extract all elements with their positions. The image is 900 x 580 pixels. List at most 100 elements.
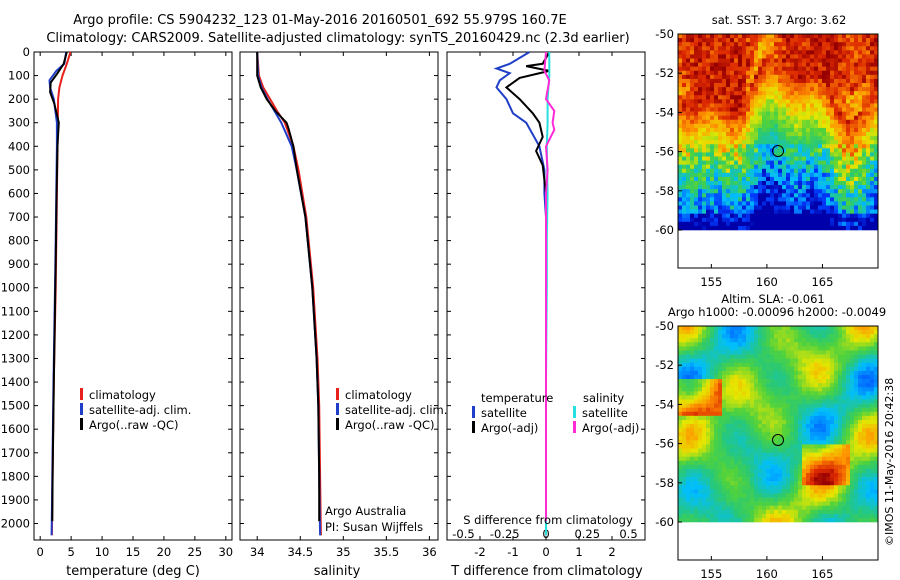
map-cell	[754, 213, 759, 219]
map-cell	[870, 428, 875, 433]
map-cell	[830, 66, 835, 72]
map-cell	[738, 107, 743, 112]
map-cell	[786, 91, 791, 96]
map-cell	[838, 334, 843, 339]
map-cell	[746, 354, 751, 359]
map-cell	[714, 375, 719, 380]
map-cell	[830, 415, 835, 421]
map-cell	[754, 379, 759, 384]
map-cell	[710, 407, 715, 413]
map-cell	[746, 225, 751, 231]
map-cell	[830, 164, 835, 170]
map-cell	[834, 217, 839, 223]
map-cell	[702, 176, 707, 182]
map-cell	[842, 375, 847, 380]
map-cell	[738, 428, 743, 433]
map-cell	[862, 156, 867, 161]
map-cell	[774, 338, 779, 343]
map-cell	[714, 395, 719, 400]
map-cell	[858, 83, 863, 88]
map-cell	[818, 468, 823, 474]
map-cell	[858, 217, 863, 223]
map-cell	[822, 460, 827, 466]
map-cell	[790, 209, 795, 214]
map-cell	[686, 395, 691, 400]
map-cell	[794, 346, 799, 351]
map-cell	[722, 144, 727, 149]
map-cell	[866, 505, 871, 511]
map-cell	[682, 481, 687, 486]
y-tick-label: 500	[8, 163, 30, 177]
map-cell	[762, 395, 767, 400]
map-cell	[770, 217, 775, 223]
map-cell	[714, 338, 719, 343]
map-cell	[830, 136, 835, 141]
map-cell	[786, 391, 791, 396]
map-cell	[774, 493, 779, 498]
map-cell	[858, 50, 863, 55]
map-cell	[726, 362, 731, 368]
map-cell	[762, 83, 767, 88]
map-cell	[862, 87, 867, 92]
map-cell	[742, 209, 747, 214]
map-cell	[766, 185, 771, 190]
map-cell	[754, 156, 759, 161]
map-cell	[854, 403, 859, 408]
map-cell	[818, 193, 823, 198]
map-cell	[814, 66, 819, 72]
map-cell	[682, 176, 687, 182]
map-cell	[746, 334, 751, 339]
map-cell	[838, 119, 843, 125]
map-cell	[814, 481, 819, 486]
map-cell	[866, 468, 871, 474]
map-cell	[862, 91, 867, 96]
map-cell	[726, 213, 731, 219]
map-cell	[806, 436, 811, 441]
map-cell	[794, 115, 799, 121]
map-cell	[850, 456, 855, 462]
map-cell	[846, 330, 851, 335]
map-cell	[850, 34, 855, 39]
map-cell	[854, 42, 859, 47]
map-cell	[846, 197, 851, 202]
map-cell	[822, 456, 827, 462]
map-cell	[682, 193, 687, 198]
map-cell	[802, 193, 807, 198]
map-cell	[706, 111, 711, 116]
map-cell	[834, 366, 839, 372]
map-cell	[798, 74, 803, 80]
map-cell	[718, 34, 723, 39]
map-cell	[866, 46, 871, 51]
map-cell	[718, 205, 723, 210]
map-cell	[746, 379, 751, 384]
map-cell	[682, 70, 687, 76]
map-cell	[842, 160, 847, 165]
map-cell	[786, 66, 791, 72]
map-cell	[706, 477, 711, 482]
x-tick-label: 35	[336, 545, 351, 559]
map-cell	[682, 338, 687, 343]
map-cell	[798, 78, 803, 84]
map-cell	[854, 70, 859, 76]
map-cell	[714, 424, 719, 429]
map-cell	[762, 221, 767, 227]
map-cell	[798, 221, 803, 227]
map-cell	[690, 448, 695, 453]
map-cell	[678, 403, 683, 408]
map-cell	[870, 448, 875, 453]
map-cell	[722, 156, 727, 161]
map-cell	[742, 456, 747, 462]
map-cell	[818, 201, 823, 206]
map-cell	[694, 509, 699, 515]
map-cell	[746, 185, 751, 190]
map-cell	[758, 428, 763, 433]
map-cell	[862, 452, 867, 457]
map-cell	[814, 119, 819, 125]
map-cell	[758, 395, 763, 400]
map-cell	[710, 78, 715, 84]
map-cell	[754, 132, 759, 137]
map-cell	[870, 156, 875, 161]
map-cell	[694, 468, 699, 474]
map-cell	[694, 391, 699, 396]
map-cell	[754, 407, 759, 413]
